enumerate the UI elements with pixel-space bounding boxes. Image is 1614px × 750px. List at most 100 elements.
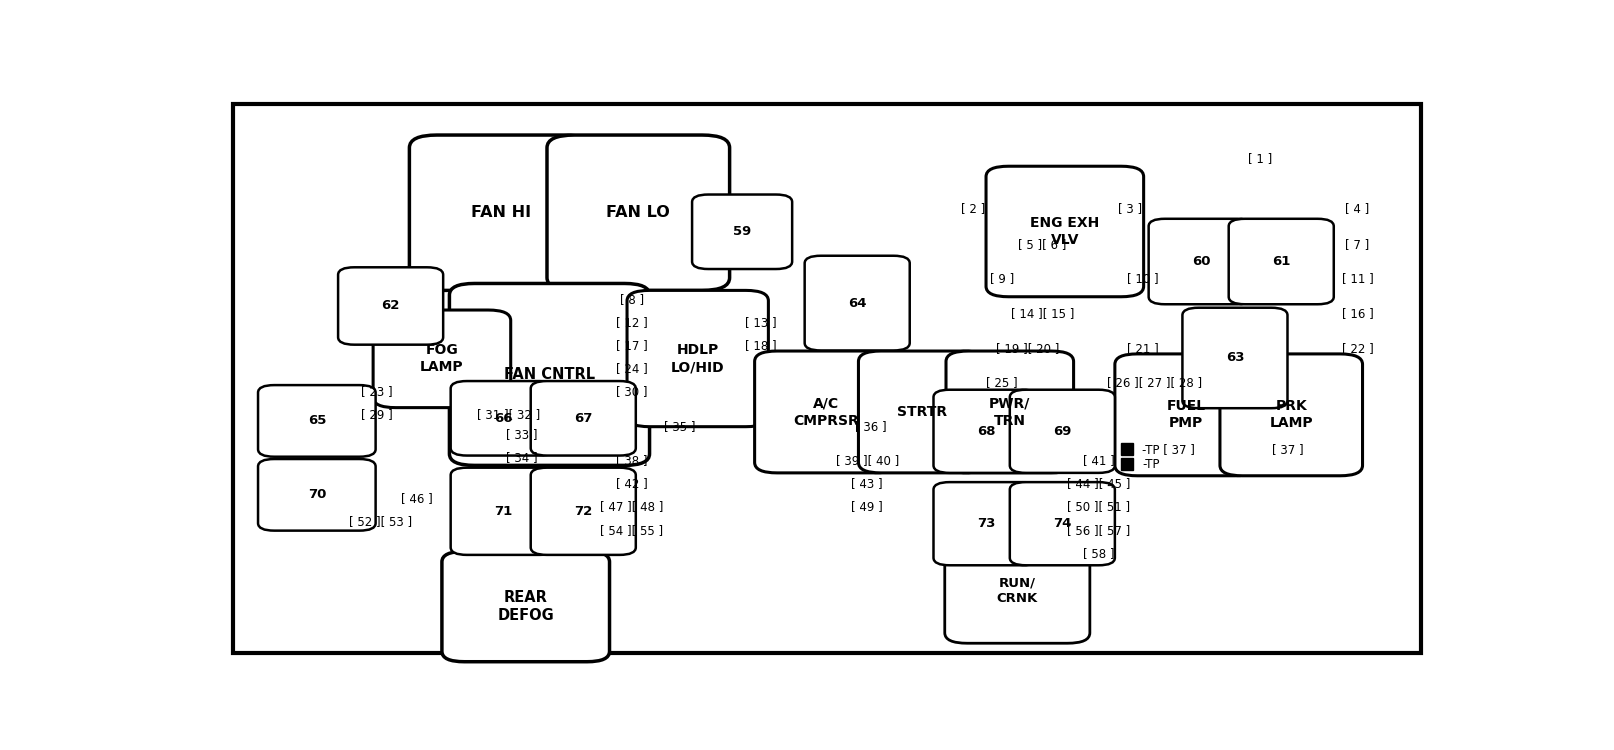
Text: 66: 66 [494,412,513,424]
Text: FAN HI: FAN HI [471,206,531,220]
Text: 67: 67 [575,412,592,424]
Text: 71: 71 [494,505,512,518]
Text: [ 38 ]: [ 38 ] [617,454,647,467]
Text: [ 56 ][ 57 ]: [ 56 ][ 57 ] [1067,524,1130,536]
FancyBboxPatch shape [1149,219,1254,304]
Text: FOG
LAMP: FOG LAMP [420,344,463,374]
Text: [ 18 ]: [ 18 ] [746,339,776,352]
Text: [ 2 ]: [ 2 ] [962,202,986,215]
Text: [ 10 ]: [ 10 ] [1127,272,1159,285]
Text: [ 3 ]: [ 3 ] [1119,202,1143,215]
Text: [ 21 ]: [ 21 ] [1127,342,1159,355]
Text: [ 36 ]: [ 36 ] [855,419,886,433]
FancyBboxPatch shape [449,284,649,465]
FancyBboxPatch shape [258,385,376,457]
Text: 70: 70 [308,488,326,501]
Text: [ 16 ]: [ 16 ] [1341,307,1374,320]
Text: [ 26 ][ 27 ][ 28 ]: [ 26 ][ 27 ][ 28 ] [1107,376,1202,389]
Text: [ 9 ]: [ 9 ] [989,272,1015,285]
FancyBboxPatch shape [626,290,768,427]
Text: [ 34 ]: [ 34 ] [507,452,537,464]
Text: FAN LO: FAN LO [607,206,670,220]
Text: [ 7 ]: [ 7 ] [1346,238,1370,250]
FancyBboxPatch shape [944,538,1089,644]
Text: [ 24 ]: [ 24 ] [617,362,647,375]
FancyBboxPatch shape [373,310,510,408]
Text: [ 46 ]: [ 46 ] [400,492,433,505]
Text: 59: 59 [733,225,751,238]
FancyBboxPatch shape [933,482,1038,566]
Text: ENG EXH
VLV: ENG EXH VLV [1030,216,1099,248]
Text: HDLP
LO/HID: HDLP LO/HID [671,343,725,374]
Text: [ 12 ]: [ 12 ] [617,316,647,328]
Text: [ 47 ][ 48 ]: [ 47 ][ 48 ] [600,500,663,514]
FancyBboxPatch shape [1220,354,1362,476]
Text: [ 42 ]: [ 42 ] [617,477,647,490]
Text: [ 8 ]: [ 8 ] [620,292,644,305]
Text: A/C
CMPRSR: A/C CMPRSR [792,396,859,427]
Text: FAN CNTRL: FAN CNTRL [504,367,596,382]
Text: 61: 61 [1272,255,1291,268]
FancyBboxPatch shape [859,351,986,473]
FancyBboxPatch shape [805,256,910,350]
FancyBboxPatch shape [1183,308,1288,408]
FancyBboxPatch shape [755,351,897,473]
Text: [ 11 ]: [ 11 ] [1341,272,1374,285]
FancyBboxPatch shape [933,390,1038,473]
Text: PRK
LAMP: PRK LAMP [1270,399,1314,430]
Text: 74: 74 [1054,518,1072,530]
FancyBboxPatch shape [410,135,592,290]
Text: [ 19 ][ 20 ]: [ 19 ][ 20 ] [996,342,1059,355]
Text: [ 39 ][ 40 ]: [ 39 ][ 40 ] [836,454,899,467]
Text: [ 30 ]: [ 30 ] [617,385,647,398]
Text: [ 13 ]: [ 13 ] [746,316,776,328]
FancyBboxPatch shape [450,468,555,555]
Text: FUEL
PMP: FUEL PMP [1167,399,1206,430]
FancyBboxPatch shape [442,551,610,662]
Text: [ 22 ]: [ 22 ] [1341,342,1374,355]
Text: 65: 65 [308,415,326,428]
Text: 69: 69 [1054,424,1072,438]
Text: -TP [ 37 ]: -TP [ 37 ] [1143,442,1196,456]
Text: [ 41 ]: [ 41 ] [1083,454,1115,467]
Text: 68: 68 [976,424,996,438]
FancyBboxPatch shape [258,459,376,531]
FancyBboxPatch shape [1115,354,1257,476]
Text: STRTR: STRTR [897,405,947,419]
FancyBboxPatch shape [531,468,636,555]
Text: -TP: -TP [1143,458,1160,471]
FancyBboxPatch shape [232,104,1422,653]
FancyBboxPatch shape [547,135,730,290]
Text: RUN/
CRNK: RUN/ CRNK [997,577,1038,605]
FancyBboxPatch shape [337,267,444,345]
Text: [ 4 ]: [ 4 ] [1346,202,1370,215]
Text: [ 35 ]: [ 35 ] [663,419,696,433]
Text: [ 31 ][ 32 ]: [ 31 ][ 32 ] [476,408,539,421]
FancyBboxPatch shape [946,351,1073,473]
FancyBboxPatch shape [1228,219,1333,304]
Text: 62: 62 [381,299,400,313]
Text: 60: 60 [1191,255,1210,268]
FancyBboxPatch shape [1010,390,1115,473]
Text: [ 49 ]: [ 49 ] [851,500,883,514]
FancyBboxPatch shape [450,381,555,455]
Text: [ 44 ][ 45 ]: [ 44 ][ 45 ] [1067,477,1130,490]
Text: [ 5 ][ 6 ]: [ 5 ][ 6 ] [1018,238,1067,250]
Text: REAR
DEFOG: REAR DEFOG [497,590,554,623]
Text: [ 23 ]: [ 23 ] [362,385,392,398]
Text: 72: 72 [575,505,592,518]
FancyBboxPatch shape [986,166,1144,297]
Text: [ 54 ][ 55 ]: [ 54 ][ 55 ] [600,524,663,536]
Text: 73: 73 [976,518,996,530]
Text: [ 1 ]: [ 1 ] [1248,152,1272,165]
FancyBboxPatch shape [1010,482,1115,566]
Text: [ 52 ][ 53 ]: [ 52 ][ 53 ] [349,515,412,529]
Text: [ 50 ][ 51 ]: [ 50 ][ 51 ] [1067,500,1130,514]
Text: [ 25 ]: [ 25 ] [986,376,1018,389]
Text: 64: 64 [847,296,867,310]
FancyBboxPatch shape [531,381,636,455]
Text: [ 14 ][ 15 ]: [ 14 ][ 15 ] [1010,307,1073,320]
Text: [ 29 ]: [ 29 ] [362,408,392,421]
Text: [ 37 ]: [ 37 ] [1272,442,1302,456]
Text: [ 58 ]: [ 58 ] [1083,547,1114,560]
